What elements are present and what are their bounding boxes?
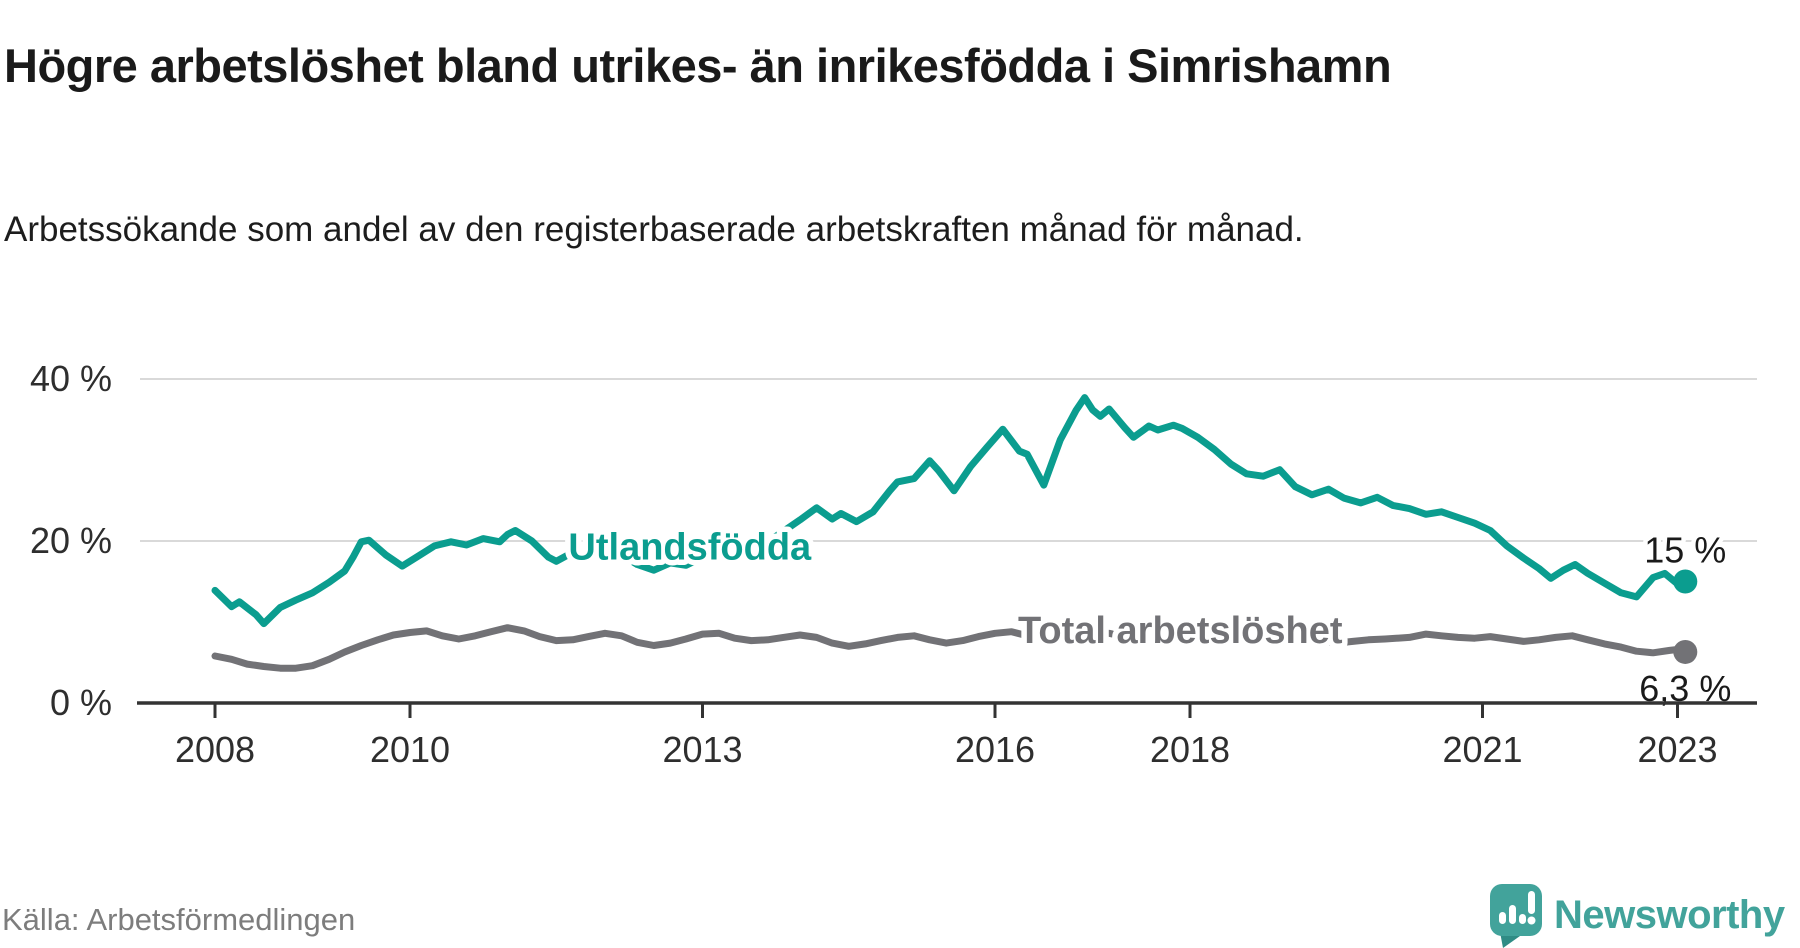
logo-bar-3-icon xyxy=(1519,914,1526,924)
logo-bar-1-icon xyxy=(1499,912,1506,924)
x-tick-label-2010: 2010 xyxy=(370,729,450,770)
logo-exclamation-dot-icon xyxy=(1527,916,1536,925)
series-line-0 xyxy=(211,624,1689,672)
series-end-label-1: 15 % xyxy=(1644,530,1726,571)
newsworthy-logo-icon xyxy=(1490,884,1542,948)
source-note: Källa: Arbetsförmedlingen xyxy=(2,902,356,937)
series-line-1 xyxy=(211,394,1689,628)
series-label-0: Total arbetslöshet xyxy=(1018,610,1343,652)
page-title: Högre arbetslöshet bland utrikes- än inr… xyxy=(4,39,1392,93)
x-tick-label-2013: 2013 xyxy=(662,729,742,770)
x-tick-label-2008: 2008 xyxy=(175,729,255,770)
y-tick-label-20: 20 % xyxy=(30,520,112,561)
series-end-dot-1 xyxy=(1673,569,1698,594)
x-tick-label-2018: 2018 xyxy=(1150,729,1230,770)
x-tick-label-2023: 2023 xyxy=(1637,729,1717,770)
series-label-1: Utlandsfödda xyxy=(568,527,812,569)
y-tick-label-0: 0 % xyxy=(50,682,112,723)
logo-exclamation-bar-icon xyxy=(1528,891,1535,914)
x-tick-label-2016: 2016 xyxy=(955,729,1035,770)
brand-wordmark: Newsworthy xyxy=(1554,893,1786,937)
series-end-dot-0 xyxy=(1673,639,1698,664)
newsworthy-logo: Newsworthy xyxy=(1490,884,1786,948)
x-tick-label-2021: 2021 xyxy=(1442,729,1522,770)
logo-bar-2-icon xyxy=(1509,905,1516,924)
page-subtitle: Arbetssökande som andel av den registerb… xyxy=(4,210,1304,249)
y-tick-label-40: 40 % xyxy=(30,358,112,399)
